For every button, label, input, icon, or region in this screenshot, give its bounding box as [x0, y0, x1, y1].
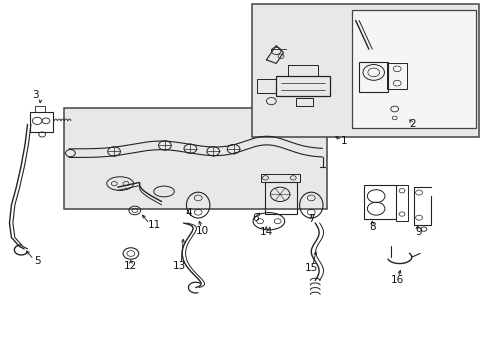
Bar	[386, 63, 406, 89]
Text: 8: 8	[368, 222, 375, 231]
Bar	[256, 78, 276, 93]
Bar	[295, 98, 312, 107]
Text: 1: 1	[341, 136, 347, 146]
Text: 5: 5	[34, 256, 41, 266]
Text: 12: 12	[124, 261, 137, 271]
Text: 16: 16	[390, 275, 404, 285]
Text: 6: 6	[252, 213, 259, 222]
Bar	[64, 108, 327, 209]
Text: 13: 13	[173, 261, 186, 271]
Bar	[265, 182, 297, 214]
Bar	[30, 112, 53, 132]
Bar	[35, 107, 44, 112]
Bar	[358, 62, 387, 92]
Bar	[395, 185, 407, 221]
Text: 15: 15	[305, 263, 318, 273]
Bar	[288, 65, 317, 76]
Text: 11: 11	[147, 220, 161, 230]
Text: 2: 2	[408, 120, 415, 129]
Bar	[276, 76, 329, 96]
Bar	[251, 4, 478, 137]
Text: 14: 14	[259, 227, 272, 237]
Text: 9: 9	[415, 227, 422, 237]
Text: 4: 4	[185, 208, 191, 218]
Text: 10: 10	[196, 226, 209, 236]
Bar	[260, 174, 299, 182]
Text: 3: 3	[32, 90, 39, 100]
Bar	[351, 10, 475, 128]
Bar	[363, 185, 395, 220]
Text: 7: 7	[307, 215, 314, 224]
